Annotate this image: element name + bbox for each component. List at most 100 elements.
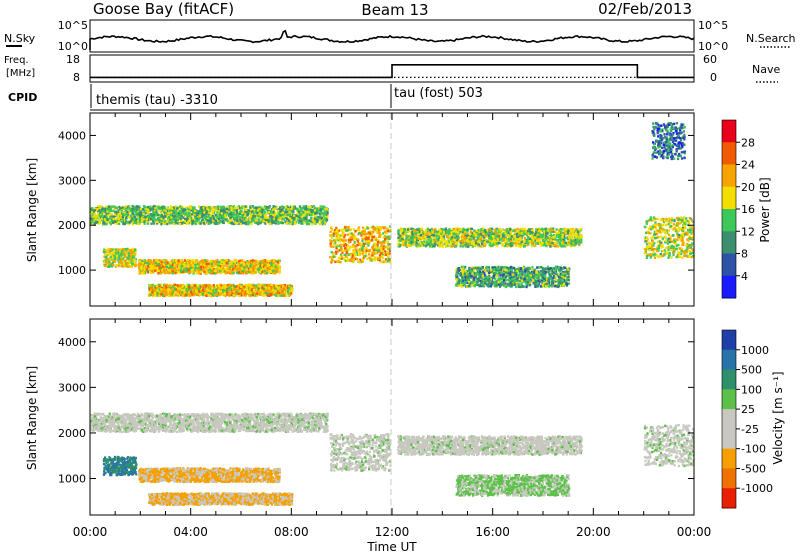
echo-cell bbox=[240, 294, 243, 297]
echo-cell bbox=[176, 210, 180, 213]
echo-cell bbox=[191, 259, 194, 262]
echo-cell bbox=[263, 205, 267, 208]
echo-cell bbox=[154, 210, 157, 214]
echo-cell bbox=[123, 262, 126, 265]
echo-cell bbox=[205, 290, 208, 294]
echo-cell bbox=[126, 210, 129, 214]
nave-label: Nave bbox=[752, 63, 780, 76]
echo-cell bbox=[256, 219, 259, 222]
echo-cell bbox=[324, 216, 327, 220]
echo-cell bbox=[271, 267, 274, 270]
echo-cell bbox=[159, 210, 162, 213]
echo-cell bbox=[232, 288, 235, 291]
echo-cell bbox=[195, 288, 198, 292]
echo-cell bbox=[120, 214, 123, 218]
echo-cell bbox=[168, 263, 171, 266]
echo-cell bbox=[250, 218, 253, 222]
echo-cell bbox=[187, 263, 190, 266]
echo-cell bbox=[162, 265, 165, 268]
echo-cell bbox=[183, 263, 186, 267]
echo-cell bbox=[211, 293, 214, 297]
echo-cell bbox=[230, 218, 233, 222]
echo-cell bbox=[196, 215, 199, 219]
echo-cell bbox=[125, 253, 128, 256]
echo-cell bbox=[285, 213, 288, 216]
echo-cell bbox=[170, 221, 173, 224]
echo-cell bbox=[259, 290, 262, 294]
echo-cell bbox=[186, 214, 189, 218]
echo-cell bbox=[124, 252, 127, 256]
echo-cell bbox=[255, 292, 258, 295]
echo-cell bbox=[176, 270, 180, 274]
echo-cell bbox=[152, 205, 155, 208]
echo-cell bbox=[112, 219, 115, 222]
echo-cell bbox=[196, 213, 199, 217]
noise-panel: N.Sky 10^5 10^0 10^5 10^0 N.Search bbox=[4, 19, 796, 53]
echo-cell bbox=[139, 268, 143, 271]
echo-cell bbox=[175, 218, 178, 221]
echo-cell bbox=[246, 210, 249, 214]
echo-cell bbox=[286, 286, 289, 290]
echo-cell bbox=[196, 289, 199, 292]
echo-cell bbox=[329, 239, 332, 242]
echo-cell bbox=[272, 286, 275, 289]
echo-cell bbox=[293, 218, 296, 221]
echo-cell bbox=[105, 258, 108, 262]
echo-cell bbox=[172, 218, 175, 221]
echo-cell bbox=[124, 262, 127, 265]
echo-cell bbox=[131, 205, 134, 208]
echo-cell bbox=[183, 220, 186, 223]
echo-cell bbox=[164, 290, 167, 293]
echo-cell bbox=[225, 261, 228, 265]
echo-cell bbox=[200, 287, 203, 290]
echo-cell bbox=[139, 266, 142, 269]
echo-cell bbox=[231, 292, 234, 295]
echo-cell bbox=[196, 262, 199, 266]
echo-cell bbox=[235, 209, 238, 212]
echo-cell bbox=[234, 220, 237, 223]
echo-cell bbox=[211, 219, 215, 222]
echo-cell bbox=[160, 292, 163, 295]
echo-cell bbox=[182, 212, 185, 215]
echo-cell bbox=[95, 208, 98, 211]
echo-cell bbox=[193, 220, 196, 223]
echo-cell bbox=[168, 211, 171, 215]
echo-cell bbox=[123, 260, 126, 263]
echo-cell bbox=[148, 294, 151, 297]
echo-cell bbox=[90, 214, 93, 218]
echo-cell bbox=[375, 237, 378, 240]
echo-cell bbox=[138, 269, 141, 272]
echo-cell bbox=[232, 283, 235, 287]
echo-cell bbox=[206, 212, 210, 216]
echo-cell bbox=[300, 211, 303, 215]
echo-cell bbox=[273, 284, 276, 288]
echo-cell bbox=[138, 260, 141, 263]
echo-cell bbox=[275, 294, 278, 297]
echo-cell bbox=[216, 260, 219, 264]
echo-cell bbox=[287, 208, 290, 211]
echo-cell bbox=[200, 208, 203, 211]
echo-cell bbox=[209, 220, 212, 223]
echo-cell bbox=[357, 238, 360, 241]
echo-cell bbox=[212, 262, 215, 266]
echo-cell bbox=[105, 206, 108, 209]
echo-cell bbox=[278, 286, 281, 290]
echo-cell bbox=[108, 212, 111, 215]
echo-cell bbox=[250, 261, 253, 264]
echo-cell bbox=[367, 235, 371, 239]
echo-cell bbox=[222, 264, 226, 267]
echo-cell bbox=[247, 271, 250, 274]
echo-cell bbox=[149, 261, 152, 264]
echo-cell bbox=[319, 215, 322, 218]
echo-cell bbox=[115, 222, 119, 225]
echo-cell bbox=[210, 291, 213, 295]
echo-cell bbox=[260, 259, 263, 263]
echo-cell bbox=[261, 270, 264, 274]
echo-cell bbox=[272, 284, 275, 287]
echo-cell bbox=[179, 217, 182, 221]
echo-cell bbox=[226, 285, 229, 288]
echo-cell bbox=[180, 214, 183, 218]
echo-cell bbox=[178, 263, 182, 266]
echo-cell bbox=[257, 288, 260, 292]
echo-cell bbox=[370, 226, 373, 229]
